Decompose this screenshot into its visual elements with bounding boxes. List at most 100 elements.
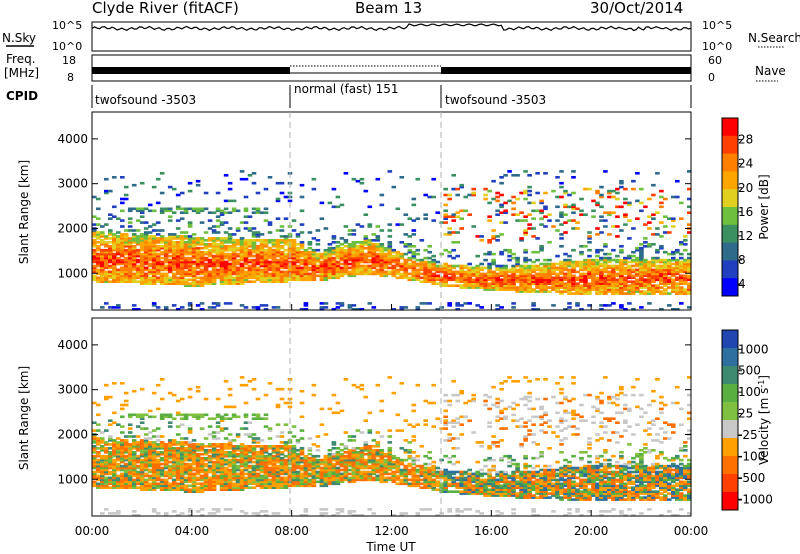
power-cell	[583, 266, 588, 270]
velocity-cell	[135, 443, 141, 446]
power-cell	[523, 270, 528, 274]
velocity-cell	[211, 466, 217, 470]
power-cell	[435, 268, 440, 272]
velocity-cell	[243, 466, 249, 470]
power-cell	[603, 211, 608, 214]
power-cell	[291, 254, 297, 258]
velocity-cell	[239, 458, 245, 462]
velocity-cell	[143, 480, 149, 484]
power-cell	[279, 256, 285, 260]
velocity-cell	[151, 510, 157, 513]
power-cell	[647, 274, 652, 278]
power-cell	[167, 215, 173, 218]
velocity-cell	[100, 464, 105, 468]
power-cell	[339, 304, 345, 307]
velocity-cell	[275, 445, 281, 448]
velocity-cell	[171, 447, 177, 450]
power-cell	[267, 264, 273, 268]
power-cell	[179, 207, 185, 211]
power-cell	[355, 270, 361, 274]
power-cell	[371, 266, 377, 270]
velocity-cell	[207, 454, 213, 458]
velocity-cell	[163, 454, 169, 458]
velocity-cell	[235, 464, 241, 468]
power-cell	[499, 286, 504, 289]
velocity-cell	[315, 449, 321, 452]
velocity-cell	[239, 454, 245, 458]
power-cell	[155, 177, 161, 181]
velocity-cell	[183, 462, 189, 466]
velocity-cell	[167, 470, 173, 474]
power-cell	[183, 264, 189, 268]
power-cell	[251, 276, 257, 280]
power-cell	[291, 276, 297, 280]
power-cell	[127, 239, 133, 242]
velocity-cell	[247, 445, 253, 448]
velocity-cell	[295, 480, 301, 484]
velocity-cell	[179, 474, 185, 478]
velocity-cell	[187, 472, 193, 476]
power-cell	[499, 288, 504, 291]
power-cell	[623, 286, 628, 289]
power-cell	[651, 286, 656, 289]
power-cell	[555, 176, 560, 179]
power-cell	[543, 282, 548, 285]
power-cell	[219, 262, 225, 266]
power-cell	[299, 268, 305, 272]
power-cell	[407, 217, 413, 220]
power-cell	[499, 278, 504, 282]
velocity-cell	[271, 474, 277, 478]
power-cell	[547, 286, 552, 289]
power-cell	[595, 288, 600, 291]
velocity-cell	[339, 468, 345, 472]
power-cell	[275, 276, 281, 280]
power-cell	[443, 270, 448, 274]
power-cell	[259, 276, 265, 280]
velocity-cell	[191, 480, 197, 484]
power-cell	[271, 250, 277, 254]
power-cell	[167, 209, 173, 213]
power-cell	[235, 227, 241, 230]
power-cell	[639, 256, 644, 260]
velocity-cell	[100, 441, 105, 444]
velocity-cell	[203, 458, 209, 462]
velocity-cell	[275, 478, 281, 482]
power-cell	[351, 308, 357, 311]
power-cell	[92, 266, 97, 270]
power-cell	[523, 191, 528, 195]
power-cell	[179, 268, 185, 272]
power-cell	[615, 235, 620, 238]
power-cell	[331, 256, 337, 260]
power-cell	[155, 270, 161, 274]
power-cell	[299, 272, 305, 276]
power-cell	[283, 270, 289, 274]
power-cell	[267, 266, 273, 270]
power-cell	[299, 231, 305, 234]
power-cell	[519, 239, 524, 242]
power-cell	[123, 262, 129, 266]
power-cell	[135, 270, 141, 274]
power-cell	[291, 246, 297, 250]
velocity-cell	[207, 478, 213, 482]
power-cell	[507, 280, 512, 283]
power-cell	[307, 274, 313, 278]
velocity-cell	[131, 451, 137, 454]
power-cell	[395, 207, 401, 211]
power-cell	[611, 286, 616, 289]
power-cell	[519, 282, 524, 285]
power-cell	[283, 217, 289, 220]
power-cell	[483, 258, 488, 262]
power-cell	[387, 250, 393, 254]
power-cell	[543, 288, 548, 291]
power-cell	[159, 245, 165, 248]
power-cell	[295, 250, 301, 254]
power-cell	[371, 254, 377, 258]
power-cell	[143, 268, 149, 272]
power-cell	[615, 282, 620, 285]
velocity-cell	[203, 413, 209, 417]
power-cell	[687, 252, 692, 256]
power-cell	[539, 248, 544, 252]
power-cell	[651, 276, 656, 280]
power-cell	[387, 258, 393, 262]
power-cell	[563, 284, 568, 287]
